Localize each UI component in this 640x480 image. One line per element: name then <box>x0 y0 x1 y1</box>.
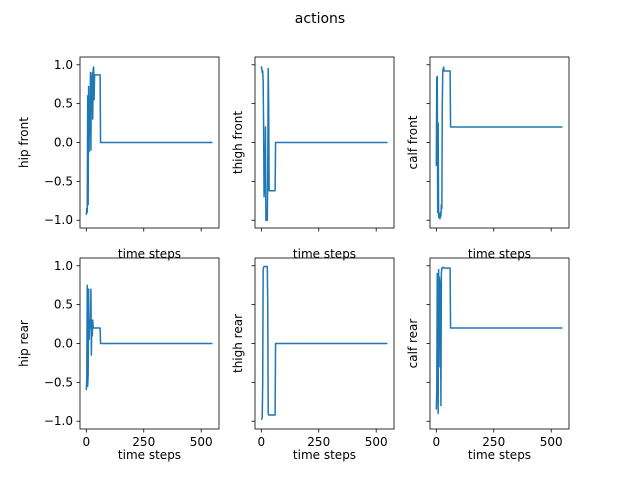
x-tick-label: 500 <box>190 435 213 449</box>
y-axis-label: hip front <box>17 117 31 168</box>
y-tick-label: 1.0 <box>54 259 73 273</box>
y-tick-label: −1.0 <box>44 414 73 428</box>
y-tick-label: −1.0 <box>44 213 73 227</box>
subplot-5: 0 250 500 time steps thigh rear <box>231 257 395 462</box>
y-tick-label: −0.5 <box>44 174 73 188</box>
series-line-3 <box>435 66 563 220</box>
y-axis-label: thigh front <box>231 111 245 175</box>
x-axis-label: time steps <box>118 247 181 261</box>
subplot-2: time steps thigh front <box>231 56 395 261</box>
y-tick-label: 1.0 <box>54 58 73 72</box>
subplot-6: 0 250 500 time steps calf rear <box>406 257 570 462</box>
y-axis-label: thigh rear <box>231 314 245 373</box>
y-tick-label: −0.5 <box>44 375 73 389</box>
x-tick-label: 250 <box>482 435 505 449</box>
subplots-grid: −1.0 −0.5 0.0 0.5 1.0 time steps hip front time… <box>17 56 570 462</box>
x-tick-label: 0 <box>432 435 440 449</box>
subplot-1: −1.0 −0.5 0.0 0.5 1.0 time steps hip front <box>17 56 220 261</box>
x-tick-label: 0 <box>257 435 265 449</box>
y-tick-label: 0.0 <box>54 136 73 150</box>
figure-title: actions <box>295 11 345 27</box>
series-line-2 <box>260 66 388 221</box>
x-tick-label: 0 <box>82 435 90 449</box>
x-axis-label: time steps <box>468 448 531 462</box>
series-line-1 <box>85 66 213 215</box>
series-line-6 <box>435 266 563 415</box>
x-axis-label: time steps <box>118 448 181 462</box>
y-axis-label: calf front <box>406 115 420 169</box>
y-tick-label: 0.5 <box>54 298 73 312</box>
x-tick-label: 250 <box>132 435 155 449</box>
x-tick-label: 250 <box>307 435 330 449</box>
x-axis-label: time steps <box>293 448 356 462</box>
x-axis-label: time steps <box>468 247 531 261</box>
series-line-5 <box>260 265 388 421</box>
x-tick-label: 500 <box>365 435 388 449</box>
y-axis-label: hip rear <box>17 320 31 367</box>
y-tick-label: 0.5 <box>54 97 73 111</box>
subplot-4: 0 250 500 −1.0 −0.5 0.0 0.5 1.0 time steps hip re… <box>17 257 220 462</box>
x-axis-label: time steps <box>293 247 356 261</box>
x-tick-label: 500 <box>540 435 563 449</box>
subplot-3: time steps calf front <box>406 56 570 261</box>
series-line-4 <box>85 284 213 391</box>
y-tick-label: 0.0 <box>54 337 73 351</box>
y-axis-label: calf rear <box>406 319 420 369</box>
